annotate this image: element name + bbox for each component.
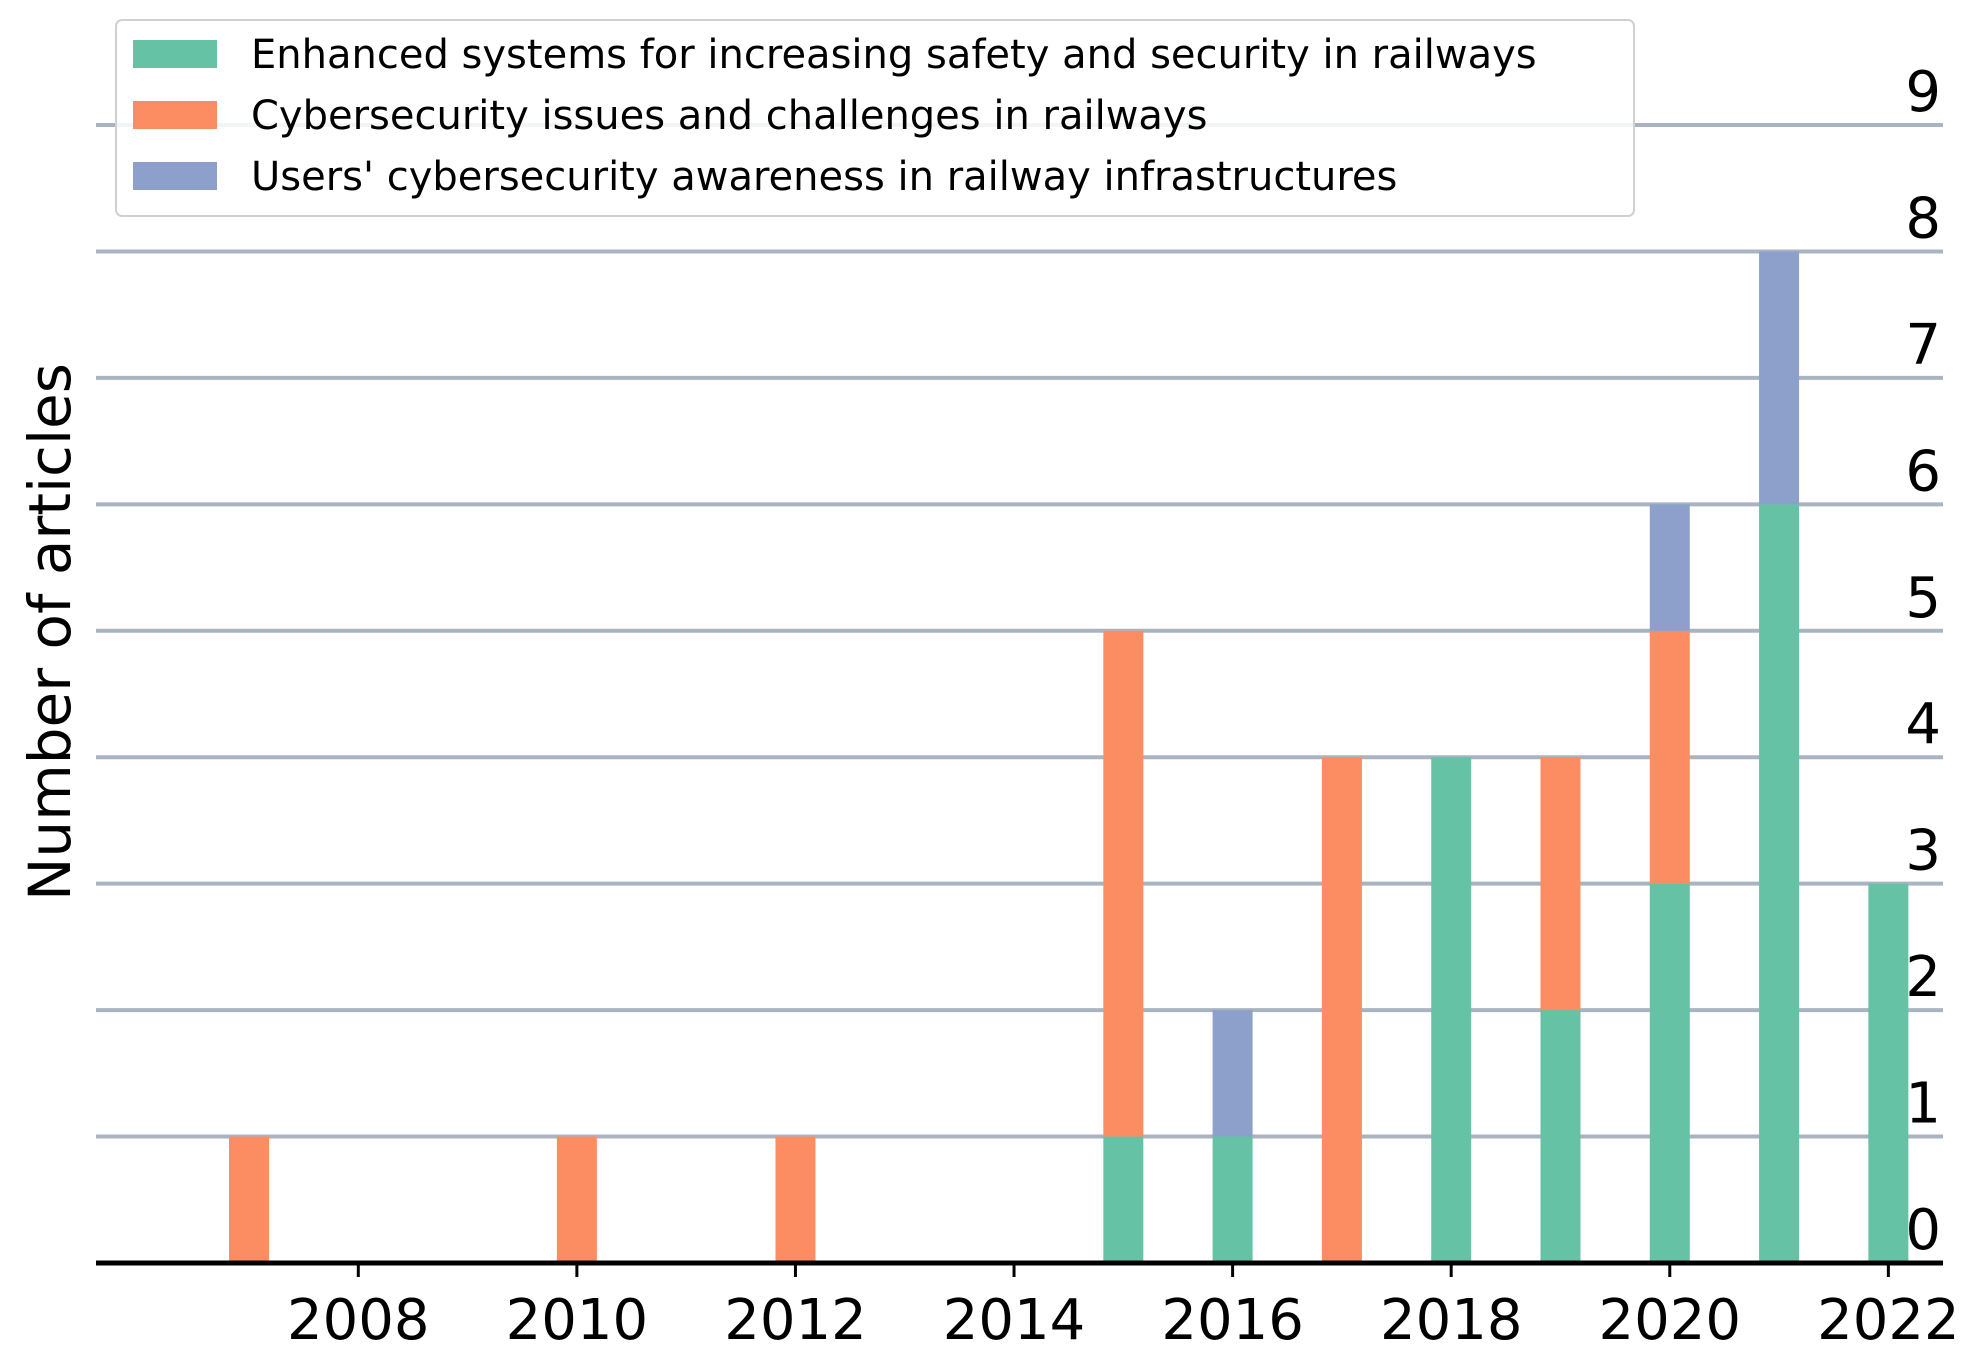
legend-label-2: Cybersecurity issues and challenges in r… (251, 93, 1207, 139)
bar-segment-2019-series-1 (1540, 1010, 1581, 1263)
bar-segment-2012-series-2 (775, 1136, 816, 1263)
y-tick-label: 5 (1905, 566, 1941, 631)
x-tick-label: 2022 (1817, 1288, 1960, 1353)
bar-segment-2016-series-1 (1212, 1136, 1253, 1263)
x-tick-label: 2014 (943, 1288, 1086, 1353)
bar-segment-2007-series-2 (229, 1136, 270, 1263)
y-tick-label: 6 (1905, 439, 1941, 504)
y-tick-label: 1 (1905, 1072, 1941, 1137)
bar-segment-2022-series-1 (1868, 883, 1909, 1263)
legend-label-3: Users' cybersecurity awareness in railwa… (251, 154, 1397, 200)
y-tick-label: 4 (1905, 692, 1941, 757)
y-tick-label: 7 (1905, 313, 1941, 378)
bar-segment-2020-series-1 (1649, 883, 1690, 1263)
legend-frame (115, 19, 1635, 217)
legend-swatch-2 (133, 101, 217, 129)
x-tick-label: 2016 (1161, 1288, 1304, 1353)
x-tick-label: 2008 (287, 1288, 430, 1353)
legend-swatch-1 (133, 40, 217, 68)
y-tick-label: 8 (1905, 186, 1941, 251)
bar-segment-2010-series-2 (556, 1136, 597, 1263)
y-tick-label: 9 (1905, 60, 1941, 125)
y-tick-label: 0 (1905, 1198, 1941, 1263)
bars (229, 251, 1909, 1263)
bar-segment-2018-series-1 (1431, 757, 1472, 1263)
x-axis-ticks: 2008 2010 2012 2014 2016 2018 2020 2022 (287, 1263, 1960, 1353)
y-axis-title: Number of articles (16, 363, 84, 901)
bar-segment-2017-series-2 (1321, 757, 1362, 1263)
y-axis-tick-labels: 0 1 2 3 4 5 6 7 8 9 (1905, 60, 1941, 1263)
bar-segment-2015-series-1 (1103, 1136, 1144, 1263)
x-tick-label: 2018 (1380, 1288, 1523, 1353)
legend-swatch-3 (133, 162, 217, 190)
bar-segment-2020-series-3 (1649, 504, 1690, 631)
bar-segment-2015-series-2 (1103, 630, 1144, 1137)
x-tick-label: 2012 (724, 1288, 867, 1353)
legend-label-1: Enhanced systems for increasing safety a… (251, 32, 1537, 78)
x-tick-label: 2010 (506, 1288, 649, 1353)
bar-segment-2019-series-2 (1540, 757, 1581, 1011)
y-tick-label: 2 (1905, 945, 1941, 1010)
bar-segment-2016-series-3 (1212, 1010, 1253, 1137)
bar-segment-2021-series-3 (1759, 251, 1800, 505)
y-tick-label: 3 (1905, 819, 1941, 884)
bar-segment-2021-series-1 (1759, 504, 1800, 1263)
x-tick-label: 2020 (1599, 1288, 1742, 1353)
bar-segment-2020-series-2 (1649, 630, 1690, 884)
legend: Enhanced systems for increasing safety a… (115, 19, 1635, 217)
